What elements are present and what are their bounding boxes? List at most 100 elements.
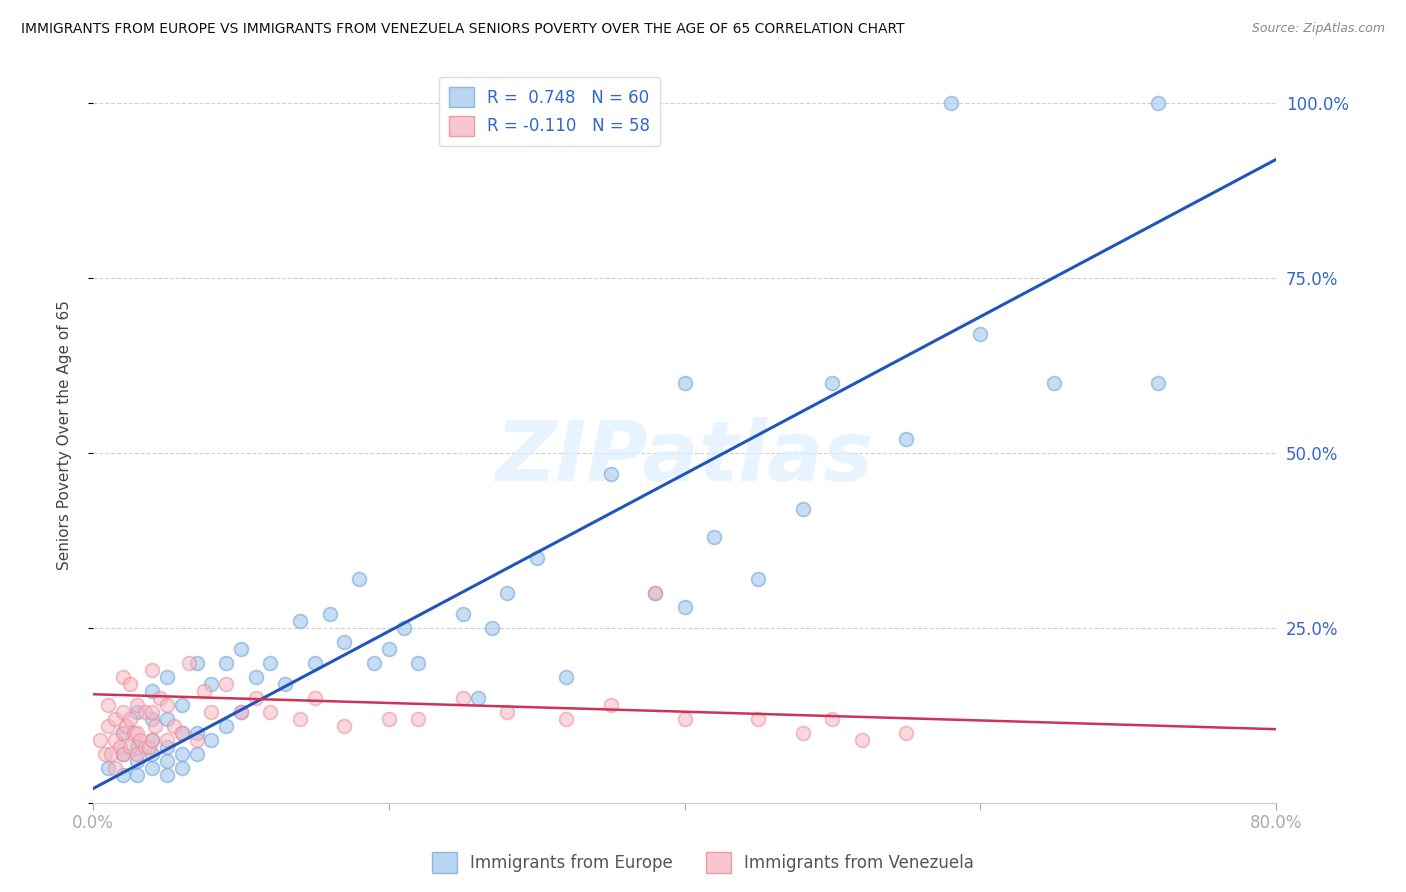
Point [526, 550, 548, 565]
Text: IMMIGRANTS FROM EUROPE VS IMMIGRANTS FROM VENEZUELA SENIORS POVERTY OVER THE AGE: IMMIGRANTS FROM EUROPE VS IMMIGRANTS FRO… [21, 22, 904, 37]
Point [896, 432, 918, 446]
Point [118, 712, 141, 726]
Point [851, 732, 873, 747]
Point [97, 698, 120, 712]
Text: ZIPatlas: ZIPatlas [496, 417, 873, 498]
Point [200, 705, 222, 719]
Point [229, 705, 252, 719]
Point [156, 732, 179, 747]
Point [170, 747, 193, 761]
Point [156, 670, 179, 684]
Point [104, 712, 127, 726]
Point [1043, 376, 1066, 391]
Point [156, 712, 179, 726]
Point [141, 747, 163, 761]
Point [111, 705, 134, 719]
Point [703, 530, 725, 544]
Point [111, 725, 134, 739]
Point [747, 572, 769, 586]
Point [673, 376, 696, 391]
Point [127, 747, 149, 761]
Point [170, 725, 193, 739]
Point [104, 761, 127, 775]
Point [186, 725, 208, 739]
Point [143, 719, 166, 733]
Point [89, 732, 111, 747]
Point [141, 705, 163, 719]
Point [111, 747, 134, 761]
Point [141, 663, 163, 677]
Point [288, 614, 311, 628]
Point [141, 683, 163, 698]
Point [163, 719, 186, 733]
Point [97, 719, 120, 733]
Point [179, 656, 201, 670]
Legend: Immigrants from Europe, Immigrants from Venezuela: Immigrants from Europe, Immigrants from … [425, 846, 981, 880]
Point [347, 572, 370, 586]
Point [127, 767, 149, 781]
Point [644, 586, 666, 600]
Point [200, 677, 222, 691]
Point [215, 719, 238, 733]
Point [229, 705, 252, 719]
Point [127, 705, 149, 719]
Point [896, 725, 918, 739]
Point [111, 767, 134, 781]
Point [821, 712, 844, 726]
Point [134, 739, 156, 754]
Point [94, 747, 117, 761]
Point [304, 656, 326, 670]
Point [259, 656, 281, 670]
Y-axis label: Seniors Poverty Over the Age of 65: Seniors Poverty Over the Age of 65 [58, 301, 72, 571]
Point [215, 656, 238, 670]
Point [193, 683, 215, 698]
Point [288, 712, 311, 726]
Point [467, 690, 489, 705]
Point [363, 656, 385, 670]
Point [673, 599, 696, 614]
Point [141, 732, 163, 747]
Point [186, 747, 208, 761]
Point [114, 719, 136, 733]
Point [333, 635, 356, 649]
Point [747, 712, 769, 726]
Text: Source: ZipAtlas.com: Source: ZipAtlas.com [1251, 22, 1385, 36]
Point [156, 754, 179, 768]
Point [792, 502, 814, 516]
Point [451, 607, 474, 621]
Point [141, 712, 163, 726]
Point [170, 761, 193, 775]
Point [111, 725, 134, 739]
Point [124, 725, 146, 739]
Point [186, 656, 208, 670]
Point [229, 641, 252, 656]
Point [127, 739, 149, 754]
Point [644, 586, 666, 600]
Point [134, 705, 156, 719]
Point [156, 698, 179, 712]
Point [156, 739, 179, 754]
Point [408, 656, 430, 670]
Point [118, 677, 141, 691]
Point [127, 725, 149, 739]
Point [481, 621, 503, 635]
Point [104, 732, 127, 747]
Legend: R =  0.748   N = 60, R = -0.110   N = 58: R = 0.748 N = 60, R = -0.110 N = 58 [439, 77, 659, 146]
Point [408, 712, 430, 726]
Point [821, 376, 844, 391]
Point [969, 327, 991, 342]
Point [200, 732, 222, 747]
Point [170, 725, 193, 739]
Point [1146, 376, 1168, 391]
Point [129, 732, 152, 747]
Point [378, 641, 401, 656]
Point [378, 712, 401, 726]
Point [156, 767, 179, 781]
Point [555, 670, 578, 684]
Point [939, 96, 962, 111]
Point [141, 732, 163, 747]
Point [259, 705, 281, 719]
Point [496, 586, 519, 600]
Point [318, 607, 340, 621]
Point [127, 754, 149, 768]
